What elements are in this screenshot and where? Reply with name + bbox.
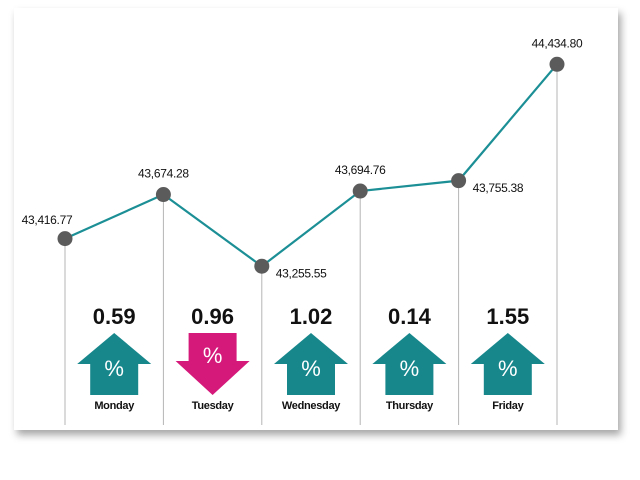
change-value: 1.55 <box>486 304 529 329</box>
point <box>155 187 171 203</box>
down-arrow <box>175 333 250 395</box>
point <box>254 258 270 274</box>
percent-symbol: % <box>104 356 124 381</box>
percent-symbol: % <box>400 356 420 381</box>
point-label: 43,674.28 <box>138 167 189 181</box>
day-label: Monday <box>94 400 135 412</box>
point-label: 43,255.55 <box>276 266 327 280</box>
percent-symbol: % <box>498 356 518 381</box>
price-line <box>64 63 558 268</box>
point-label: 43,416.77 <box>22 213 73 227</box>
day-label: Friday <box>492 400 524 412</box>
day-label: Thursday <box>386 400 434 412</box>
point-label: 43,694.76 <box>335 163 386 177</box>
change-value: 0.14 <box>388 304 432 329</box>
point-label: 43,755.38 <box>473 181 524 195</box>
up-arrow <box>77 333 152 395</box>
point <box>57 231 73 247</box>
point <box>549 56 565 72</box>
change-value: 0.59 <box>93 304 136 329</box>
point <box>352 183 368 199</box>
day-label: Tuesday <box>192 400 235 412</box>
change-value: 1.02 <box>290 304 333 329</box>
point <box>451 173 467 189</box>
up-arrow <box>470 333 545 395</box>
change-value: 0.96 <box>191 304 234 329</box>
percent-symbol: % <box>301 356 321 381</box>
percent-symbol: % <box>203 343 223 368</box>
day-label: Wednesday <box>282 400 341 412</box>
up-arrow <box>372 333 447 395</box>
up-arrow <box>274 333 348 395</box>
point-label: 44,434.80 <box>532 36 583 50</box>
